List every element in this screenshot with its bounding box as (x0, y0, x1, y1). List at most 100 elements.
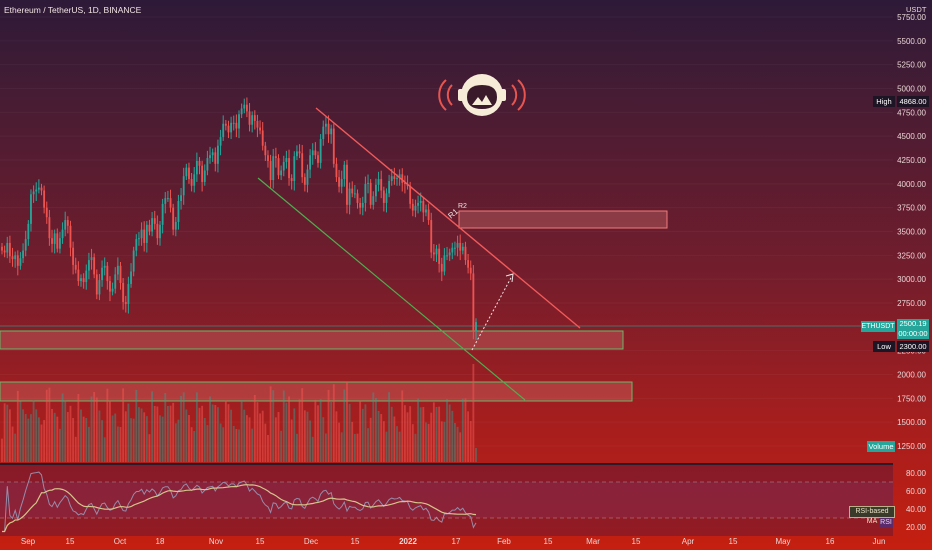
volume-bar (69, 405, 72, 462)
resistance-zone-r2 (458, 210, 668, 229)
candle-body (138, 238, 140, 240)
volume-bar (206, 425, 209, 462)
candle-body (372, 196, 375, 205)
candle-body (472, 273, 475, 332)
candle-body (451, 247, 454, 253)
symbol-badge: ETHUSDT (861, 321, 895, 332)
candle-body (267, 155, 269, 161)
candle-body (269, 160, 272, 181)
projection-arrow-head (505, 273, 514, 283)
volume-bar (22, 409, 24, 462)
candle-body (106, 265, 109, 282)
y-tick-label: 4250.00 (897, 156, 926, 165)
candle-body (16, 255, 19, 266)
candle-body (317, 155, 319, 163)
volume-bar (122, 388, 125, 462)
candle-body (301, 153, 304, 178)
volume-bar (48, 387, 51, 462)
volume-bar (388, 392, 391, 462)
candle-body (332, 128, 335, 164)
candle-body (214, 152, 217, 164)
volume-bar (393, 416, 396, 462)
volume-bar (19, 401, 22, 462)
candle-body (95, 274, 98, 295)
y-tick-label: 3500.00 (897, 228, 926, 237)
candle-body (32, 191, 35, 195)
candle-body (359, 202, 362, 208)
candle-body (380, 179, 383, 191)
volume-bar (348, 403, 351, 462)
volume-bar (367, 428, 369, 462)
volume-bar (427, 423, 430, 462)
candle-body (114, 274, 117, 289)
candle-body (203, 170, 206, 182)
candle-body (174, 221, 177, 230)
volume-bar (446, 399, 448, 462)
candle-body (40, 187, 43, 191)
volume-bar (116, 426, 119, 462)
candle-body (385, 193, 388, 203)
volume-bar (280, 430, 283, 462)
volume-bar (51, 409, 53, 462)
candle-body (72, 247, 75, 265)
volume-bar (343, 389, 346, 462)
volume-bar (293, 408, 296, 462)
candle-body (290, 178, 293, 181)
candle-body (109, 281, 111, 292)
volume-bar (285, 402, 288, 462)
candle-body (14, 255, 17, 260)
volume-bar (30, 414, 32, 462)
volume-bar (111, 415, 114, 462)
volume-bar (298, 399, 301, 462)
volume-bar (238, 429, 240, 462)
volume-bar (414, 433, 417, 462)
volume-bar (253, 395, 256, 462)
candle-body (440, 263, 443, 272)
candle-body (30, 194, 32, 224)
candle-body (364, 183, 367, 203)
y-tick-label: 3750.00 (897, 204, 926, 213)
volume-bar (461, 398, 464, 462)
volume-bar (274, 417, 277, 462)
volume-bar (87, 426, 90, 462)
candle-body (59, 238, 61, 249)
candle-body (398, 174, 401, 179)
y-tick-label: 3000.00 (897, 275, 926, 284)
candle-body (209, 155, 211, 159)
candle-body (101, 267, 103, 281)
volume-bar (277, 412, 280, 462)
x-tick-label: 15 (66, 537, 75, 546)
y-tick-label: 1750.00 (897, 394, 926, 403)
volume-bar (53, 412, 56, 462)
candle-body (82, 278, 85, 283)
volume-bar (24, 414, 27, 462)
candle-body (103, 265, 106, 268)
candle-body (351, 188, 354, 194)
candle-body (145, 224, 148, 243)
x-tick-label: 2022 (399, 537, 417, 546)
volume-bar (469, 421, 472, 462)
volume-bar (140, 408, 143, 462)
volume-bar (272, 390, 275, 462)
x-tick-label: 15 (544, 537, 553, 546)
volume-bar (217, 407, 219, 462)
volume-bar (235, 429, 238, 462)
candle-body (224, 123, 227, 126)
grid-layer (0, 16, 893, 447)
volume-bar (127, 403, 130, 462)
rsi-ma-line (2, 484, 477, 533)
candle-body (19, 258, 22, 266)
volume-bar (256, 402, 259, 462)
candle-body (24, 239, 27, 251)
volume-bar (145, 416, 148, 462)
volume-bar (138, 407, 140, 462)
candle-body (314, 150, 317, 156)
candle-body (151, 218, 154, 232)
volume-bar (301, 388, 304, 462)
volume-bar (143, 412, 146, 462)
candle-body (198, 160, 201, 166)
candle-body (166, 198, 169, 200)
volume-bar (448, 404, 451, 462)
